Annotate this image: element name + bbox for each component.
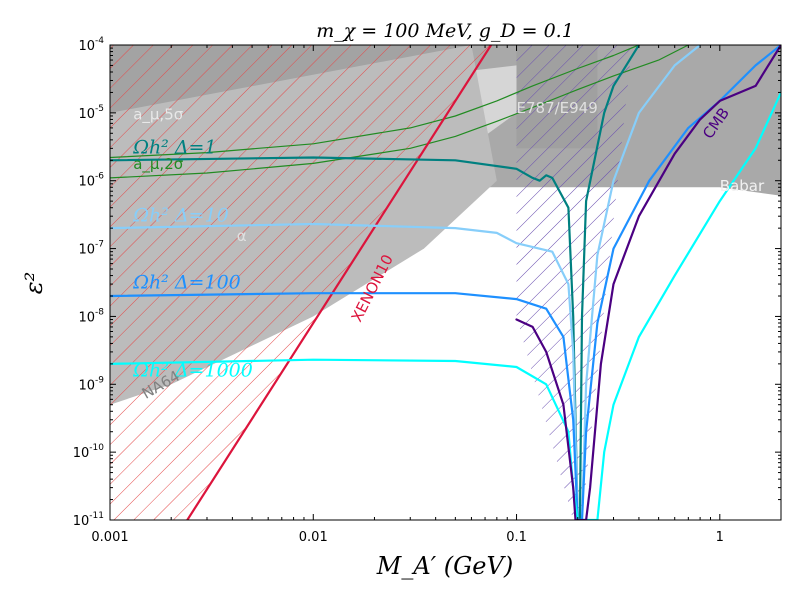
- y-tick-label: 10-7: [78, 240, 104, 258]
- x-tick-label: 1: [716, 530, 724, 545]
- annotation-h-100: Ωh² Δ=100: [132, 271, 241, 293]
- series-line-cmb: [515, 45, 781, 520]
- series-line-a-2-upper: [110, 45, 640, 159]
- plot-frame: [109, 44, 782, 521]
- annotation-: α: [237, 227, 247, 245]
- y-tick-label: 10-4: [78, 36, 104, 54]
- x-axis-label: M_A′ (GeV): [376, 552, 513, 580]
- annotation-a-2: a_μ,2σ: [133, 155, 184, 174]
- annotation-a-5: a_μ,5σ: [133, 105, 184, 124]
- annotation-h-10: Ωh² Δ=10: [132, 205, 228, 227]
- annotation-e787-e949: E787/E949: [517, 99, 598, 117]
- x-tick-label: 0.001: [91, 530, 128, 545]
- series-line-h-100: [110, 45, 781, 520]
- y-tick-label: 10-8: [78, 307, 104, 325]
- y-tick-label: 10-11: [73, 511, 104, 529]
- series-line-xenon10: [186, 45, 493, 520]
- series-line-h-1000: [110, 91, 781, 520]
- y-tick-label: 10-6: [78, 172, 104, 190]
- annotation-h-1: Ωh² Δ=1: [132, 137, 216, 159]
- hatched-region-e787-e949-hatch: [516, 45, 632, 520]
- chart-title: m_χ = 100 MeV, g_D = 0.1: [316, 20, 574, 42]
- series-line-a-2-lower: [110, 45, 689, 179]
- y-axis-label: ε²: [20, 272, 48, 295]
- annotation-babar: Babar: [720, 177, 765, 195]
- annotation-h-1000: Ωh² Δ=1000: [132, 360, 253, 382]
- x-tick-label: 0.01: [299, 530, 328, 545]
- y-tick-label: 10-5: [78, 104, 104, 122]
- series-line-h-1: [110, 45, 641, 520]
- hatched-region-xenon10: [110, 45, 492, 520]
- series-line-h-10: [110, 45, 702, 520]
- y-tick-label: 10-9: [78, 375, 104, 393]
- x-tick-label: 0.1: [506, 530, 527, 545]
- y-tick-label: 10-10: [73, 443, 105, 461]
